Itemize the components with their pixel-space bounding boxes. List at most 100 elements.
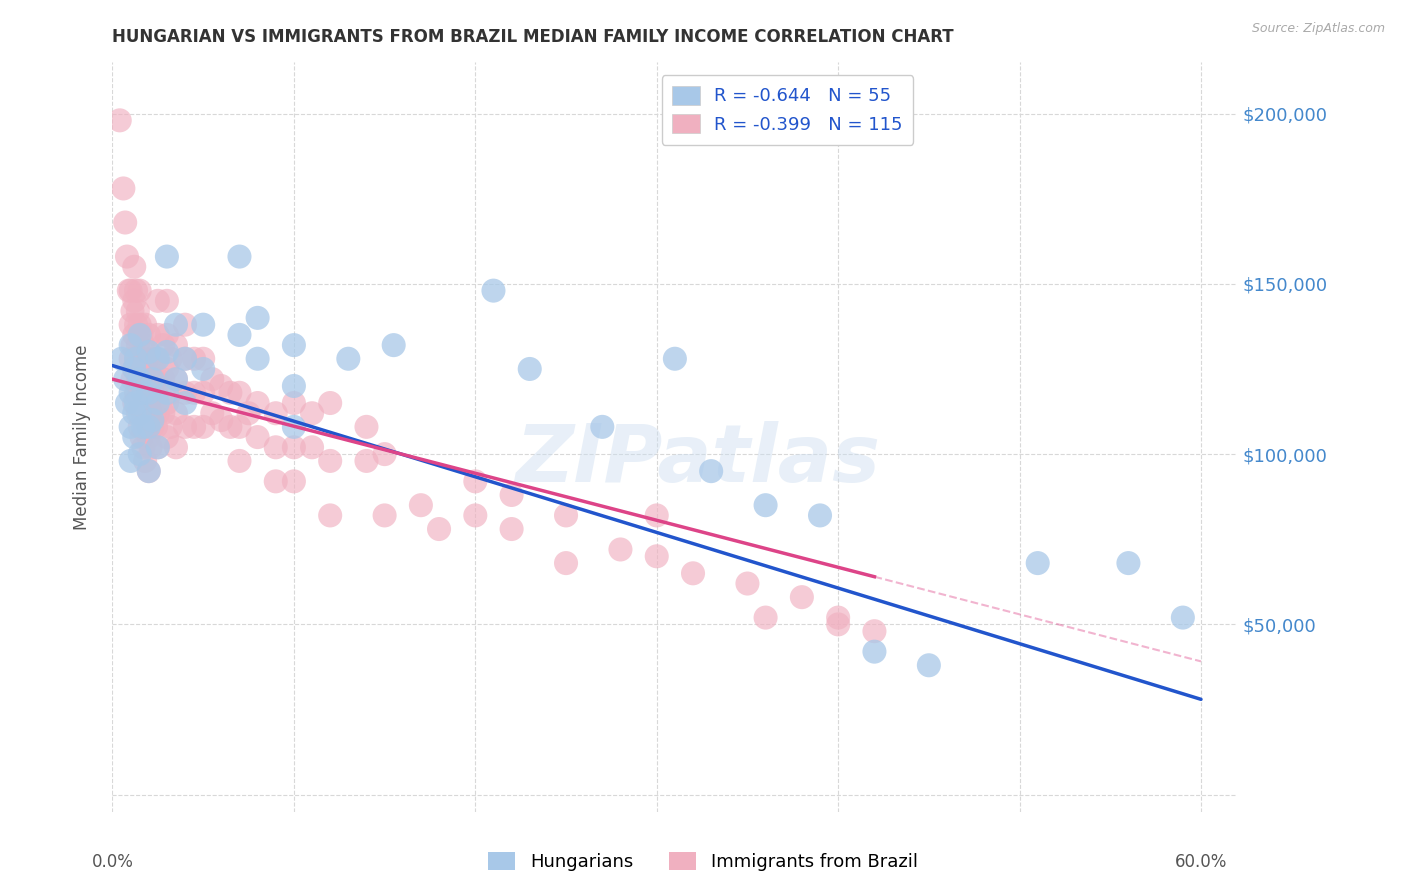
Point	[193, 318, 215, 332]
Point	[337, 351, 360, 366]
Point	[519, 362, 541, 376]
Point	[108, 113, 131, 128]
Point	[125, 351, 148, 366]
Point	[165, 338, 187, 352]
Point	[128, 351, 150, 366]
Point	[209, 413, 232, 427]
Point	[134, 351, 156, 366]
Point	[319, 454, 342, 468]
Point	[141, 372, 163, 386]
Y-axis label: Median Family Income: Median Family Income	[73, 344, 91, 530]
Point	[264, 406, 287, 420]
Point	[115, 396, 138, 410]
Point	[138, 362, 160, 376]
Point	[128, 447, 150, 461]
Point	[136, 420, 159, 434]
Point	[464, 475, 486, 489]
Text: 0.0%: 0.0%	[91, 853, 134, 871]
Point	[121, 372, 143, 386]
Point	[127, 372, 149, 386]
Point	[131, 430, 153, 444]
Point	[115, 250, 138, 264]
Point	[555, 508, 578, 523]
Point	[127, 338, 149, 352]
Point	[755, 498, 778, 512]
Point	[228, 250, 250, 264]
Point	[156, 396, 179, 410]
Point	[1026, 556, 1049, 570]
Point	[228, 454, 250, 468]
Point	[136, 351, 159, 366]
Point	[122, 362, 145, 376]
Point	[134, 318, 156, 332]
Point	[918, 658, 941, 673]
Point	[790, 590, 813, 604]
Point	[174, 318, 197, 332]
Point	[122, 293, 145, 308]
Point	[127, 406, 149, 420]
Point	[132, 385, 155, 400]
Point	[165, 406, 187, 420]
Point	[122, 430, 145, 444]
Point	[827, 610, 849, 624]
Point	[156, 362, 179, 376]
Point	[165, 372, 187, 386]
Point	[301, 406, 323, 420]
Point	[139, 440, 162, 454]
Point	[131, 362, 153, 376]
Point	[183, 420, 205, 434]
Point	[134, 420, 156, 434]
Point	[427, 522, 450, 536]
Point	[145, 351, 167, 366]
Point	[121, 338, 143, 352]
Point	[141, 385, 163, 400]
Point	[141, 420, 163, 434]
Point	[131, 327, 153, 342]
Point	[136, 385, 159, 400]
Point	[125, 396, 148, 410]
Point	[125, 351, 148, 366]
Point	[138, 464, 160, 478]
Point	[737, 576, 759, 591]
Point	[193, 420, 215, 434]
Point	[139, 372, 162, 386]
Point	[134, 454, 156, 468]
Point	[152, 372, 174, 386]
Point	[146, 406, 169, 420]
Point	[156, 250, 179, 264]
Point	[128, 327, 150, 342]
Point	[174, 351, 197, 366]
Point	[118, 284, 141, 298]
Point	[120, 318, 142, 332]
Point	[174, 385, 197, 400]
Text: HUNGARIAN VS IMMIGRANTS FROM BRAZIL MEDIAN FAMILY INCOME CORRELATION CHART: HUNGARIAN VS IMMIGRANTS FROM BRAZIL MEDI…	[112, 28, 955, 45]
Point	[645, 508, 668, 523]
Text: ZIPatlas: ZIPatlas	[515, 420, 880, 499]
Point	[201, 406, 224, 420]
Point	[283, 379, 305, 393]
Point	[112, 181, 135, 195]
Point	[114, 372, 136, 386]
Point	[128, 406, 150, 420]
Point	[827, 617, 849, 632]
Point	[159, 351, 181, 366]
Point	[120, 351, 142, 366]
Point	[501, 522, 523, 536]
Point	[501, 488, 523, 502]
Point	[143, 406, 166, 420]
Point	[246, 351, 269, 366]
Point	[120, 420, 142, 434]
Point	[283, 440, 305, 454]
Point	[165, 372, 187, 386]
Point	[374, 447, 396, 461]
Point	[283, 420, 305, 434]
Point	[120, 338, 142, 352]
Point	[141, 413, 163, 427]
Point	[132, 440, 155, 454]
Point	[138, 396, 160, 410]
Point	[120, 454, 142, 468]
Point	[246, 310, 269, 325]
Point	[128, 372, 150, 386]
Point	[591, 420, 613, 434]
Point	[132, 372, 155, 386]
